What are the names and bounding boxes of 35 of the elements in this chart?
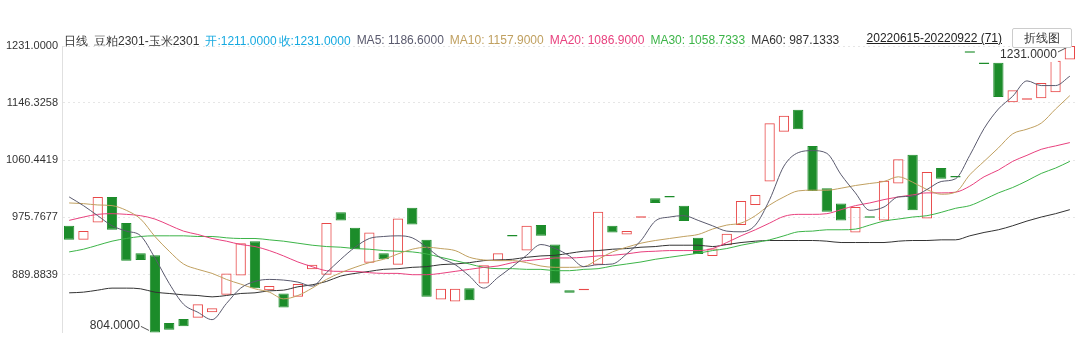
- candlestick: [607, 225, 618, 233]
- candlestick: [993, 62, 1004, 97]
- candlestick: [335, 212, 346, 221]
- candlestick: [249, 241, 261, 289]
- chart-title: 日线: [64, 33, 88, 50]
- candlestick: [378, 253, 389, 260]
- y-tick-label: 889.8839: [12, 267, 58, 280]
- candlestick: [650, 198, 661, 203]
- candlestick: [821, 188, 832, 212]
- text: MA5: 1186.6000: [356, 33, 444, 49]
- y-tick-label: 1060.4419: [6, 153, 58, 166]
- candlestick: [178, 318, 189, 327]
- text: 20220615-20220922 (71): [866, 31, 1002, 45]
- annotation: 开:1211.0000: [205, 33, 277, 50]
- candlestick: [807, 145, 818, 191]
- y-tick-label: 1231.0000: [6, 39, 58, 52]
- text: MA60: 987.1333: [751, 33, 840, 49]
- text: MA30: 1058.7333: [650, 33, 746, 49]
- line-series: [68, 95, 1071, 300]
- text: MA20: 1086.9000: [549, 33, 645, 49]
- candlestick: [135, 253, 146, 260]
- candlestick: [464, 288, 475, 301]
- annotation: 804.0000: [89, 317, 141, 332]
- y-tick-label: 975.7677: [12, 210, 58, 223]
- line-series: [68, 75, 1071, 321]
- candlestick: [149, 255, 161, 333]
- chart-subtitle: 豆粕2301-玉米2301: [94, 33, 200, 50]
- annotation: 1231.0000: [1000, 47, 1058, 62]
- text: MA10: 1157.9000: [449, 33, 544, 49]
- candlestick: [793, 109, 804, 130]
- text: 折线图: [1012, 28, 1072, 48]
- y-tick-label: 1146.3258: [6, 95, 58, 108]
- annotation: 收:1231.0000: [278, 33, 351, 50]
- candlestick: [907, 154, 918, 211]
- line-series: [68, 209, 1071, 298]
